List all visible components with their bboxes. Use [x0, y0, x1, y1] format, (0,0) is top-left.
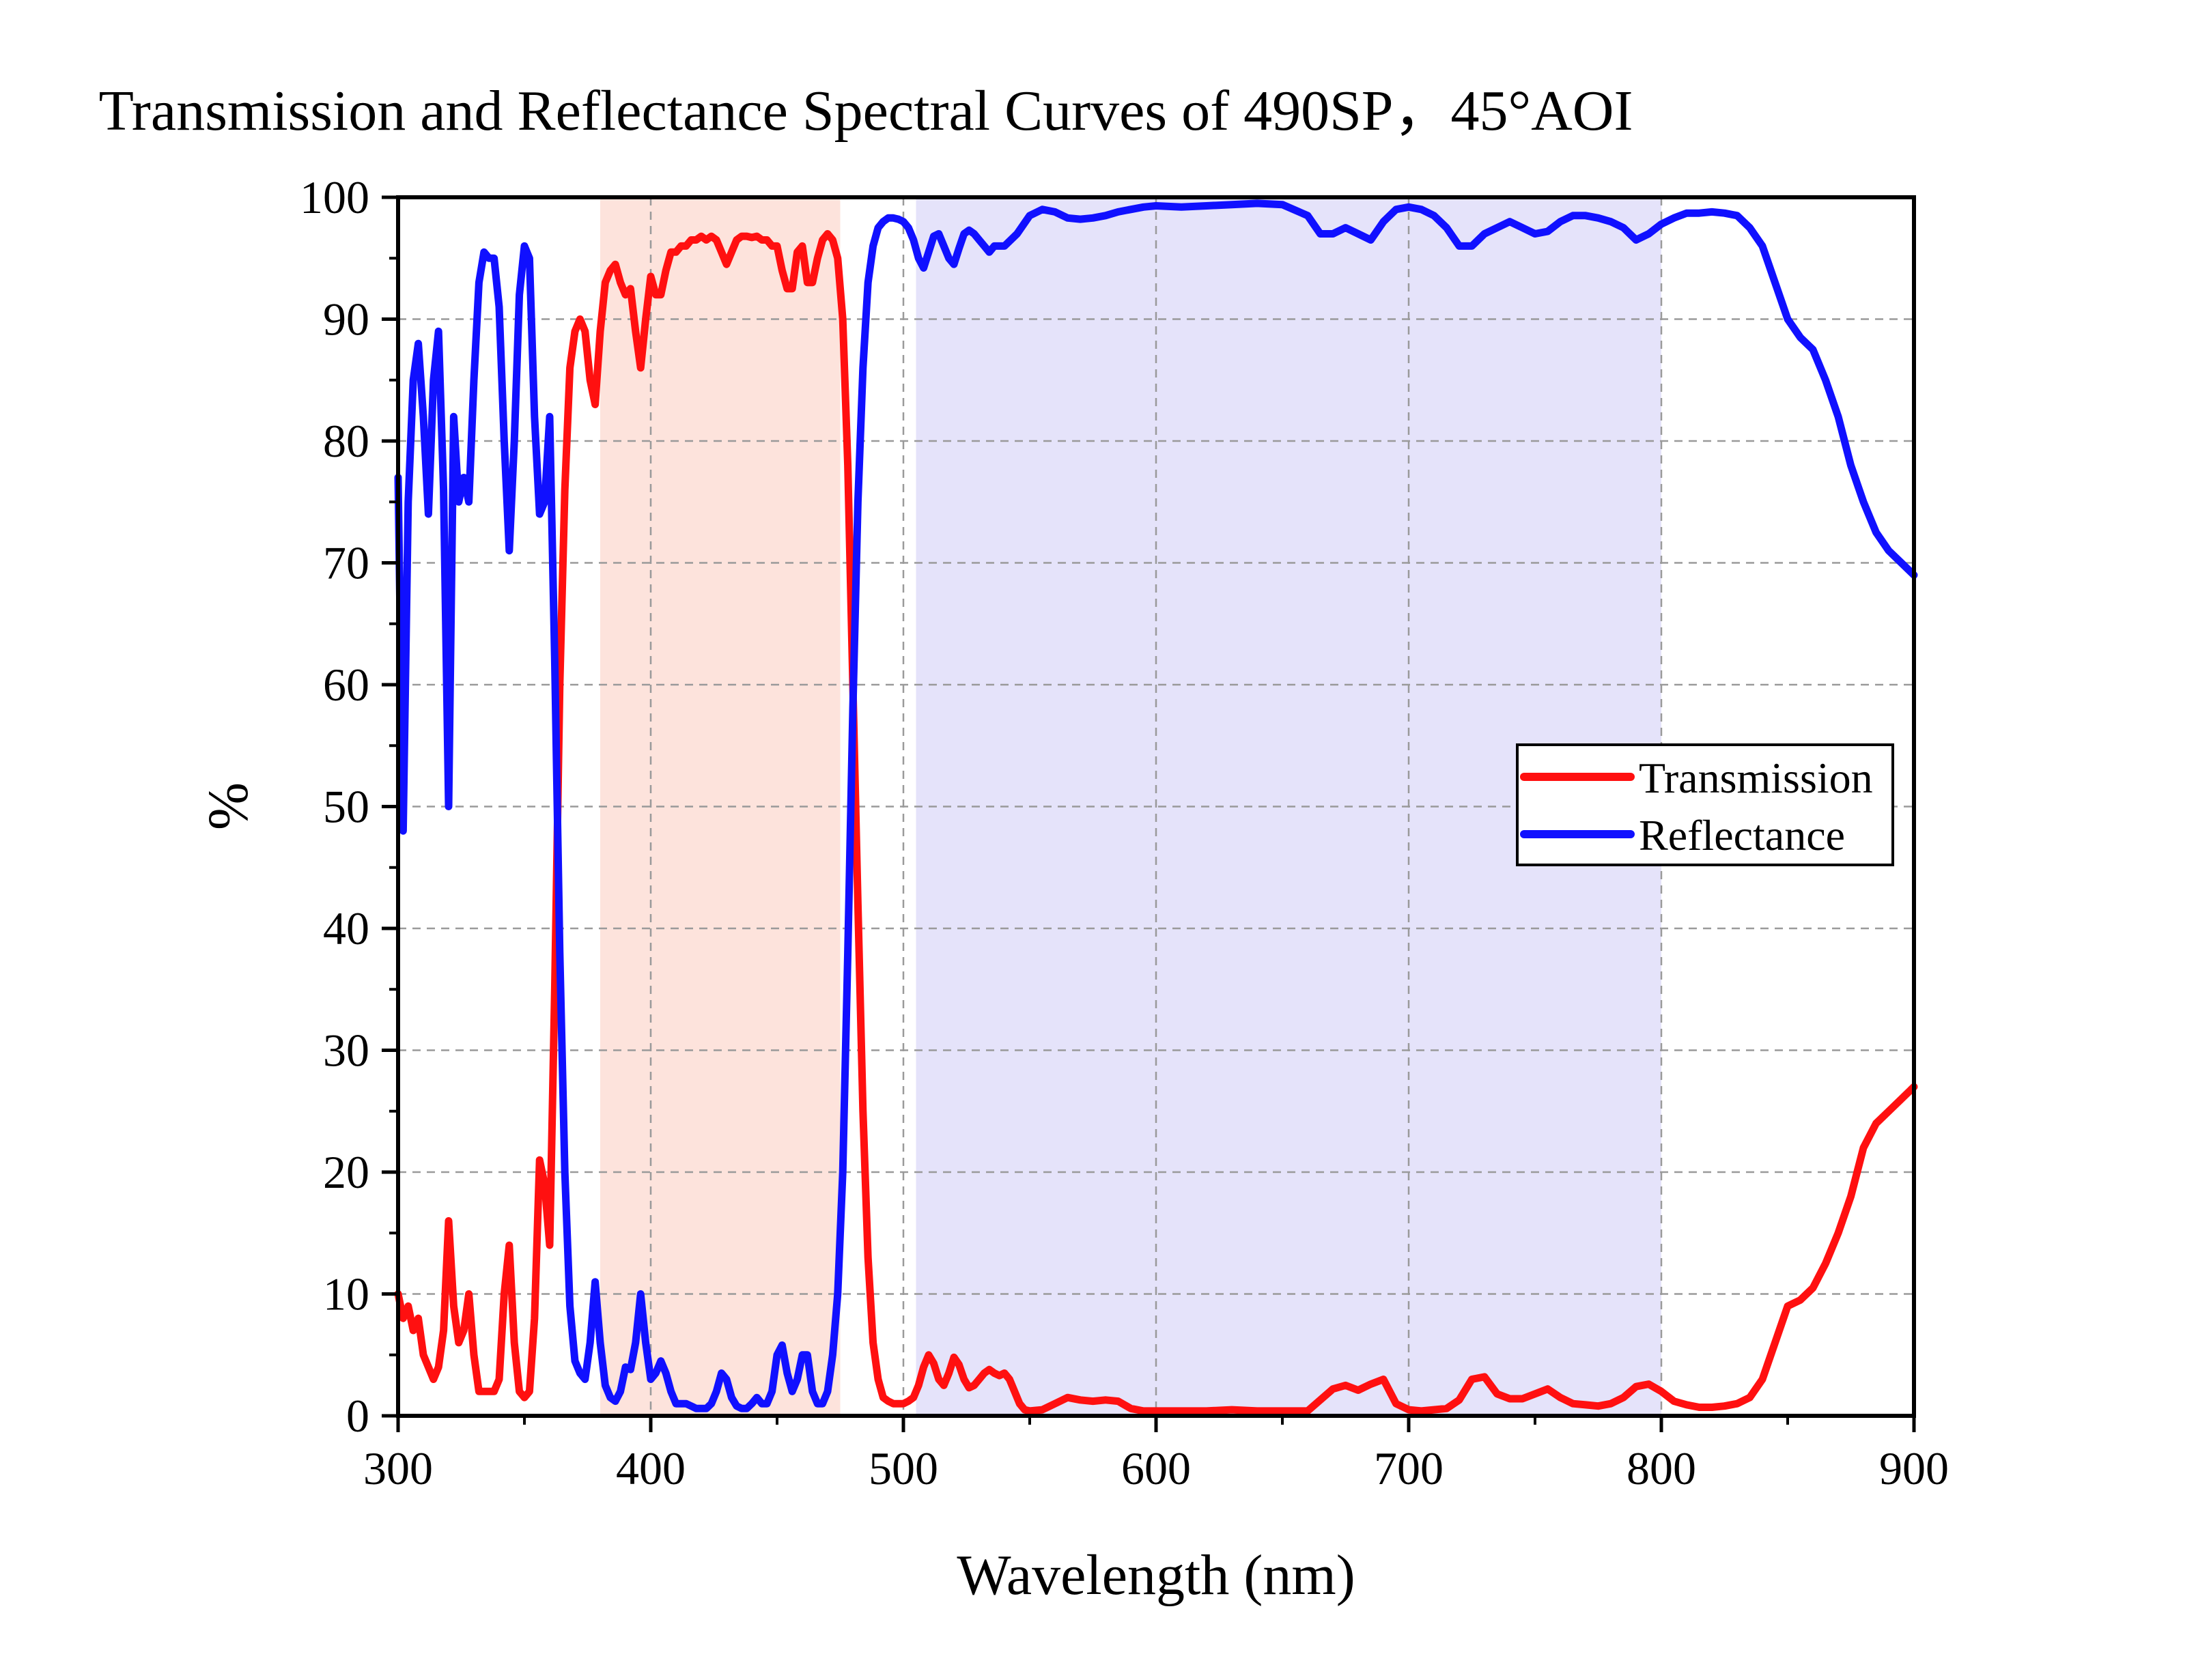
x-tick-label: 500: [869, 1442, 938, 1494]
legend-label-reflectance: Reflectance: [1639, 811, 1845, 859]
y-tick-label: 50: [323, 781, 369, 833]
y-tick-label: 80: [323, 415, 369, 467]
axis-ticks: 300 400 500 600 700 800 900 0 10 20 30 40 50 60 70 80 90…: [300, 171, 1949, 1494]
y-tick-label: 20: [323, 1146, 369, 1198]
chart-title: Transmission and Reflectance Spectral Cu…: [99, 79, 1633, 143]
y-tick-label: 100: [300, 171, 369, 223]
y-tick-label: 0: [346, 1390, 369, 1442]
legend-label-transmission: Transmission: [1639, 754, 1873, 802]
legend: Transmission Reflectance: [1516, 743, 1894, 866]
x-tick-label: 600: [1121, 1442, 1191, 1494]
x-axis-title: Wavelength (nm): [957, 1543, 1355, 1607]
x-tick-label: 800: [1627, 1442, 1696, 1494]
y-tick-label: 60: [323, 659, 369, 711]
y-tick-label: 90: [323, 294, 369, 345]
y-tick-label: 70: [323, 537, 369, 589]
x-tick-label: 300: [363, 1442, 433, 1494]
x-tick-label: 400: [616, 1442, 686, 1494]
x-tick-label: 700: [1374, 1442, 1444, 1494]
y-tick-label: 40: [323, 902, 369, 954]
y-axis-title: %: [197, 782, 260, 830]
series-line-reflectance: [394, 199, 1918, 1412]
x-tick-label: 900: [1879, 1442, 1949, 1494]
legend-box: [1516, 743, 1894, 866]
y-tick-label: 30: [323, 1025, 369, 1077]
y-tick-label: 10: [323, 1268, 369, 1320]
series-layer: [394, 199, 1918, 1415]
